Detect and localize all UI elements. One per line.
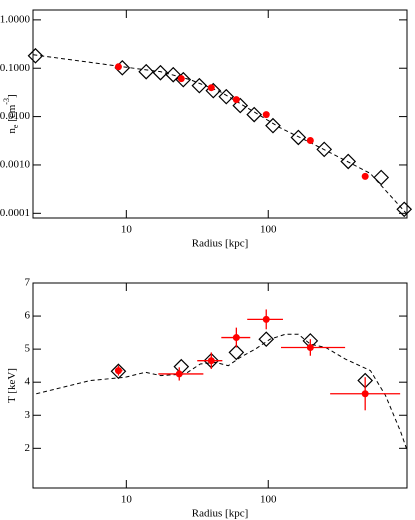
point-marker <box>306 137 314 145</box>
x-tick-label: 10 <box>121 494 133 506</box>
diamond-marker <box>246 106 263 123</box>
y-tick-label: 4 <box>25 376 31 388</box>
y-tick-label: 6 <box>25 310 31 322</box>
y-tick-label: 2 <box>25 442 31 454</box>
y-axis-label-part: n <box>6 128 18 134</box>
model-line <box>36 333 407 451</box>
point-marker <box>361 390 369 398</box>
diamond-marker <box>265 117 281 134</box>
diamond-marker <box>138 63 155 80</box>
point-marker <box>306 343 314 351</box>
diamond-marker <box>228 344 245 361</box>
diamond-marker <box>258 331 275 348</box>
diamond-marker <box>191 77 208 94</box>
x-axis-label: Radius [kpc] <box>192 508 249 520</box>
y-tick-label: 3 <box>25 409 31 421</box>
point-marker <box>114 63 122 71</box>
y-axis-label-part: ] <box>6 94 18 98</box>
y-axis-label-part: T [keV] <box>6 368 18 403</box>
diamond-marker <box>218 88 235 105</box>
y-tick-label: 0.0010 <box>0 158 31 170</box>
point-marker <box>262 111 270 119</box>
point-marker <box>262 315 270 323</box>
point-marker <box>207 84 215 92</box>
diamond-marker <box>340 153 357 170</box>
y-axis-label-part: e <box>11 124 20 128</box>
diamond-marker <box>152 64 169 81</box>
diamond-marker <box>316 141 333 158</box>
y-axis-label: ne [cm-3] <box>2 94 20 133</box>
point-marker <box>175 370 183 378</box>
diamond-marker <box>232 97 249 114</box>
point-marker <box>232 96 240 104</box>
diamond-marker <box>373 169 390 186</box>
y-tick-label: 0.0100 <box>0 110 31 122</box>
plot-frame <box>32 9 408 219</box>
x-tick-label: 100 <box>260 494 277 506</box>
point-marker <box>361 172 369 180</box>
point-marker <box>207 357 215 365</box>
x-tick-label: 100 <box>260 224 277 236</box>
y-axis-label-part: [cm <box>6 104 18 124</box>
model-line <box>33 54 407 215</box>
y-tick-label: 0.0001 <box>0 207 30 219</box>
y-tick-label: 5 <box>25 343 31 355</box>
point-marker <box>232 334 240 342</box>
y-axis-label: T [keV] <box>6 368 18 403</box>
y-tick-label: 0.1000 <box>0 62 31 74</box>
diamond-marker <box>396 201 413 218</box>
x-tick-label: 10 <box>121 224 133 236</box>
point-marker <box>114 367 122 375</box>
diamond-marker <box>290 129 307 146</box>
diamond-marker <box>165 66 182 83</box>
y-tick-label: 1.0000 <box>0 13 31 25</box>
y-axis-label-part: -3 <box>2 98 11 105</box>
point-marker <box>177 75 185 83</box>
y-tick-label: 7 <box>25 277 31 289</box>
diamond-marker <box>110 363 127 380</box>
plot-frame <box>32 282 408 489</box>
diamond-marker <box>27 47 44 64</box>
x-axis-label: Radius [kpc] <box>192 238 249 250</box>
